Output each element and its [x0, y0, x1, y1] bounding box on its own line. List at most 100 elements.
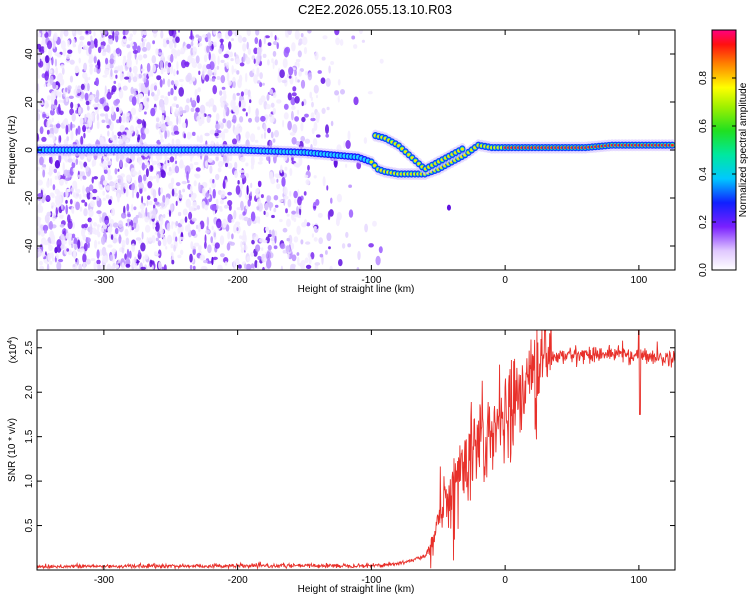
noise-speckle	[125, 263, 131, 268]
noise-speckle	[273, 41, 278, 45]
noise-speckle	[93, 31, 96, 37]
noise-speckle	[63, 246, 68, 255]
noise-speckle	[167, 78, 171, 88]
x-tick-label: -300	[94, 275, 114, 286]
noise-speckle	[258, 38, 262, 49]
noise-speckle	[330, 61, 335, 65]
noise-speckle	[164, 130, 168, 140]
noise-speckle	[321, 56, 326, 61]
noise-speckle	[146, 199, 149, 207]
noise-speckle	[198, 112, 202, 118]
noise-speckle	[283, 112, 289, 120]
noise-speckle	[150, 165, 153, 171]
noise-speckle	[171, 103, 178, 107]
noise-speckle	[99, 113, 106, 117]
noise-speckle	[162, 41, 167, 48]
x-tick-label: -100	[361, 275, 381, 286]
noise-speckle	[111, 265, 115, 270]
noise-speckle	[80, 89, 83, 93]
noise-speckle	[301, 36, 308, 46]
noise-speckle	[49, 230, 54, 240]
noise-speckle	[116, 119, 120, 124]
noise-speckle	[216, 218, 222, 229]
noise-speckle	[212, 104, 217, 113]
noise-speckle	[258, 238, 265, 243]
noise-speckle	[240, 174, 246, 179]
noise-speckle	[104, 68, 110, 76]
noise-speckle	[121, 38, 127, 47]
ridge-mark	[373, 164, 377, 167]
noise-speckle	[59, 135, 62, 143]
noise-speckle	[230, 58, 234, 62]
noise-speckle	[54, 247, 58, 254]
noise-speckle	[190, 97, 193, 103]
noise-speckle	[102, 180, 108, 186]
noise-speckle	[113, 70, 118, 74]
noise-speckle	[326, 232, 332, 242]
noise-speckle	[153, 85, 158, 91]
noise-speckle	[83, 161, 88, 168]
noise-speckle	[105, 185, 111, 191]
noise-speckle	[45, 195, 51, 202]
noise-speckle	[152, 224, 157, 228]
noise-speckle	[46, 129, 50, 135]
noise-speckle	[182, 188, 186, 193]
noise-speckle	[260, 95, 266, 103]
noise-speckle	[51, 102, 54, 112]
noise-speckle	[255, 108, 259, 118]
noise-speckle	[124, 228, 129, 237]
noise-speckle	[266, 259, 272, 269]
noise-speckle	[226, 61, 230, 70]
noise-speckle	[96, 210, 102, 215]
noise-speckle	[289, 168, 293, 176]
noise-speckle	[111, 208, 115, 216]
noise-speckle	[60, 204, 64, 210]
noise-speckle	[103, 105, 110, 112]
noise-speckle	[106, 124, 110, 129]
noise-speckle	[82, 261, 86, 270]
noise-speckle	[141, 162, 146, 171]
noise-speckle	[56, 54, 62, 58]
noise-speckle	[130, 86, 134, 95]
noise-speckle	[125, 188, 129, 198]
noise-speckle	[67, 40, 70, 47]
noise-speckle	[184, 104, 190, 113]
noise-speckle	[62, 162, 65, 172]
noise-speckle	[353, 96, 359, 106]
noise-speckle	[98, 103, 103, 110]
noise-speckle	[120, 71, 123, 82]
noise-speckle	[219, 199, 224, 205]
noise-speckle	[273, 245, 278, 250]
noise-speckle	[72, 168, 75, 172]
noise-speckle	[156, 117, 160, 123]
noise-speckle	[220, 161, 224, 166]
noise-speckle	[115, 154, 119, 162]
noise-speckle	[263, 35, 266, 45]
noise-speckle	[168, 209, 172, 218]
noise-speckle	[317, 212, 323, 218]
noise-speckle	[158, 261, 162, 270]
noise-speckle	[361, 39, 365, 43]
noise-speckle	[173, 49, 178, 59]
noise-speckle	[142, 47, 147, 52]
noise-speckle	[313, 84, 319, 94]
noise-speckle	[228, 204, 232, 211]
noise-speckle	[48, 124, 54, 128]
noise-speckle	[123, 55, 126, 59]
noise-speckle	[53, 168, 57, 174]
noise-speckle	[131, 243, 136, 253]
noise-speckle	[44, 100, 49, 109]
noise-speckle	[168, 30, 174, 37]
noise-speckle	[204, 241, 207, 249]
y-tick-label: -20	[24, 190, 35, 205]
noise-speckle	[171, 138, 175, 146]
colorbar-tick-label: 0.0	[698, 263, 709, 277]
noise-speckle	[262, 266, 265, 270]
noise-speckle	[322, 35, 328, 40]
noise-speckle	[135, 214, 139, 219]
noise-speckle	[291, 254, 297, 262]
noise-speckle	[294, 96, 300, 104]
noise-speckle	[170, 64, 174, 75]
noise-speckle	[222, 218, 227, 229]
noise-speckle	[139, 203, 145, 210]
